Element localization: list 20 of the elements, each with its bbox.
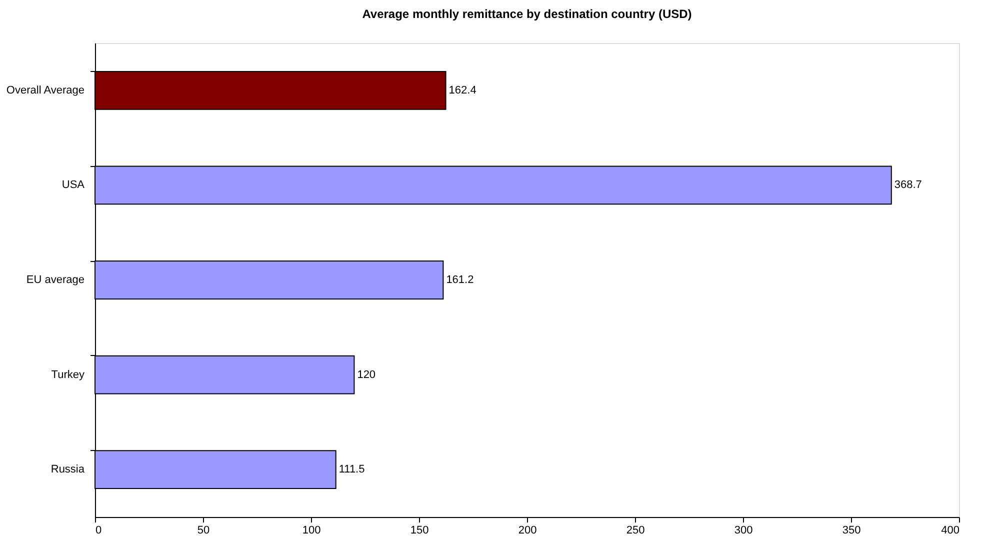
x-tick-label: 350: [842, 524, 861, 536]
x-tick-label: 250: [626, 524, 645, 536]
data-label: 162.4: [448, 84, 476, 96]
x-tick-label: 50: [197, 524, 210, 536]
x-tick-label: 200: [518, 524, 537, 536]
x-tick-label: 100: [302, 524, 321, 536]
x-tick-label: 0: [96, 524, 102, 536]
y-tick-label: EU average: [26, 274, 84, 286]
data-label: 368.7: [894, 179, 922, 192]
x-tick-label: 400: [941, 524, 960, 536]
y-tick-label: USA: [62, 179, 86, 192]
data-label: 111.5: [338, 464, 365, 476]
y-tick-label: Overall Average: [6, 84, 84, 96]
data-label: 120: [357, 368, 376, 381]
x-tick-label: 300: [734, 524, 753, 536]
x-tick-label: 150: [410, 524, 429, 536]
chart-title: Average monthly remittance by destination country (USD): [362, 7, 692, 21]
y-tick-label: Russia: [50, 464, 86, 476]
data-label: 161.2: [446, 274, 474, 286]
y-tick-label: Turkey: [51, 368, 85, 381]
